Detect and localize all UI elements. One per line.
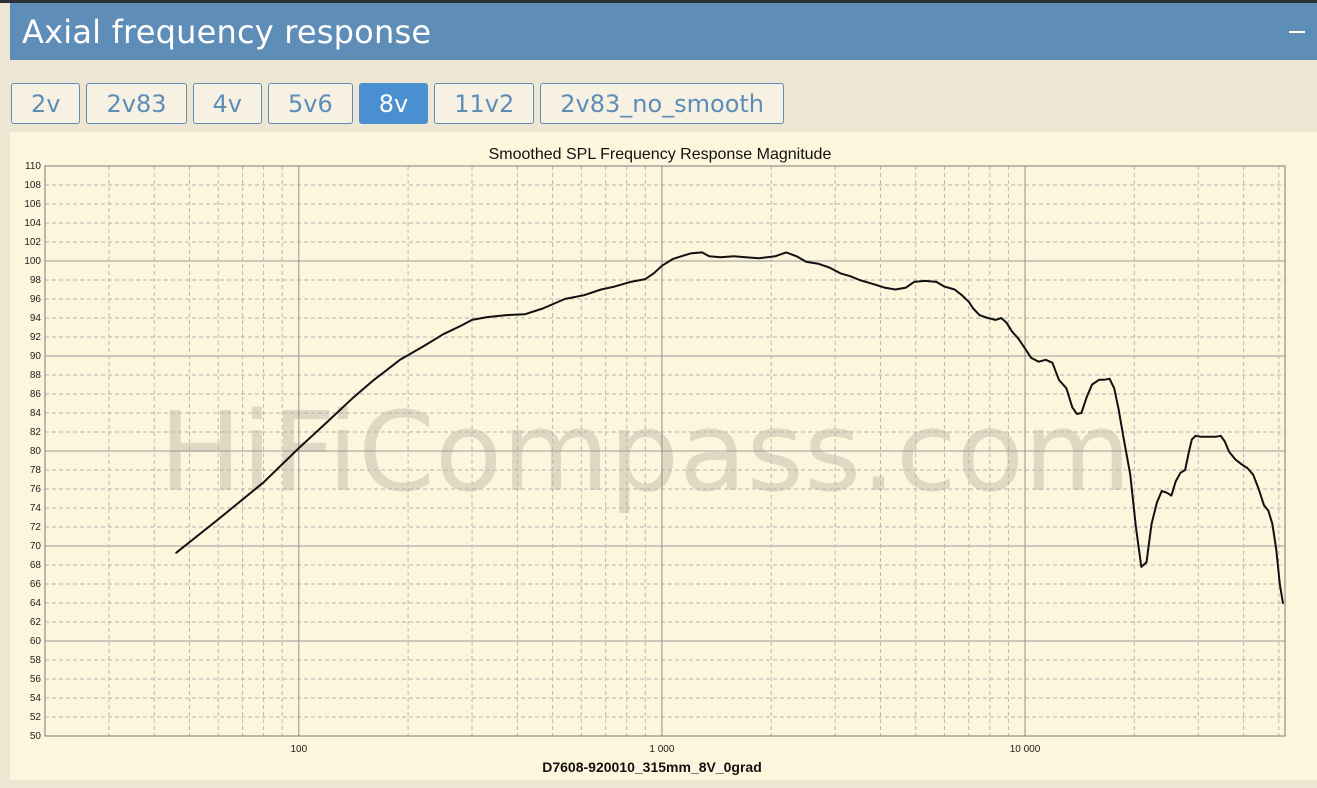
y-tick-label: 80 <box>30 446 42 457</box>
y-tick-label: 82 <box>30 427 42 438</box>
y-tick-label: 56 <box>30 674 42 685</box>
x-tick-label: 100 <box>290 744 307 755</box>
watermark: HiFiCompass.com <box>159 388 1131 516</box>
x-tick-label: 10 000 <box>1010 744 1041 755</box>
chart-container: HiFiCompass.com 50 52 54 56 58 60 62 64 66 68 70 72 7… <box>10 132 1317 780</box>
y-tick-label: 74 <box>30 503 42 514</box>
y-tick-label: 54 <box>30 693 42 704</box>
plot-frame <box>44 165 1286 737</box>
tab-4v[interactable]: 4v <box>192 83 262 124</box>
y-tick-label: 84 <box>30 408 42 419</box>
y-tick-label: 106 <box>24 199 41 210</box>
collapse-icon[interactable] <box>1289 30 1305 33</box>
y-tick-label: 104 <box>24 218 41 229</box>
y-tick-label: 96 <box>30 294 42 305</box>
tab-2v[interactable]: 2v <box>11 83 81 124</box>
tab-2v83[interactable]: 2v83 <box>86 83 187 124</box>
tab-8v[interactable]: 8v <box>358 83 429 124</box>
y-tick-label: 90 <box>30 351 42 362</box>
y-tick-label: 62 <box>30 617 42 628</box>
panel-title: Axial frequency response <box>22 12 432 51</box>
tab-2v83-no-smooth[interactable]: 2v83_no_smooth <box>540 83 785 124</box>
y-tick-label: 64 <box>30 598 42 609</box>
x-tick-label: 1 000 <box>649 744 674 755</box>
chart-title: Smoothed SPL Frequency Response Magnitud… <box>489 146 832 163</box>
y-tick-label: 58 <box>30 655 42 666</box>
y-tick-label: 68 <box>30 560 42 571</box>
y-tick-label: 92 <box>30 332 42 343</box>
y-tick-label: 108 <box>24 180 41 191</box>
y-tick-label: 76 <box>30 484 42 495</box>
tab-5v6[interactable]: 5v6 <box>267 83 353 124</box>
y-tick-label: 98 <box>30 275 42 286</box>
x-axis-label: D7608-920010_315mm_8V_0grad <box>542 759 762 775</box>
y-tick-label: 70 <box>30 541 42 552</box>
tab-11v2[interactable]: 11v2 <box>434 83 535 124</box>
y-tick-label: 102 <box>24 237 41 248</box>
y-tick-label: 50 <box>30 731 42 742</box>
y-tick-label: 78 <box>30 465 42 476</box>
y-tick-label: 72 <box>30 522 42 533</box>
y-tick-label: 110 <box>25 161 41 172</box>
frequency-response-chart: HiFiCompass.com 50 52 54 56 58 60 62 64 66 68 70 72 7… <box>24 146 1286 775</box>
y-tick-label: 100 <box>24 256 41 267</box>
y-tick-label: 88 <box>30 370 42 381</box>
panel-header: Axial frequency response <box>10 3 1317 60</box>
measurement-tabs: 2v 2v83 4v 5v6 8v 11v2 2v83_no_smooth <box>11 83 785 124</box>
y-tick-label: 94 <box>30 313 42 324</box>
y-tick-label: 52 <box>30 712 42 723</box>
top-strip <box>0 0 1317 3</box>
y-tick-label: 86 <box>30 389 42 400</box>
spl-curve <box>175 251 1284 604</box>
y-tick-label: 66 <box>30 579 42 590</box>
y-tick-label: 60 <box>30 636 42 647</box>
